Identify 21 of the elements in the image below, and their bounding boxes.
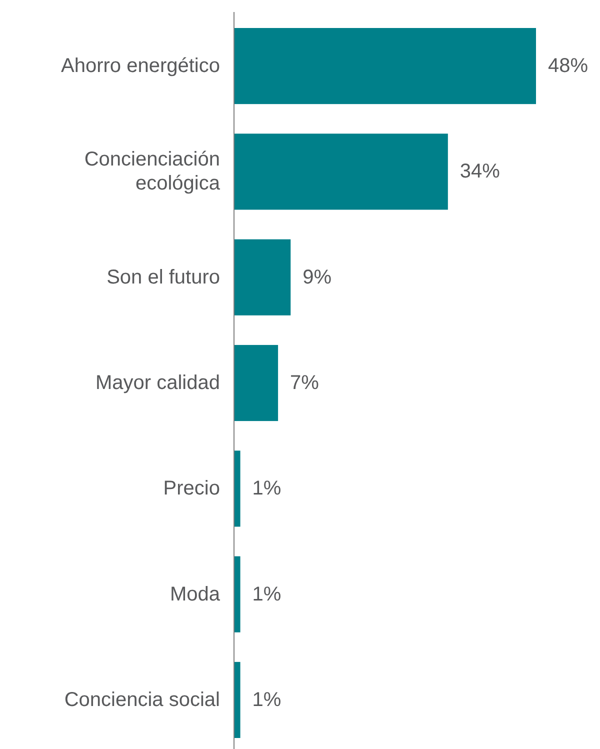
bar xyxy=(234,450,240,527)
bar xyxy=(234,239,291,316)
data-label: 34% xyxy=(460,160,500,183)
y-tick-label: Concienciación ecológica xyxy=(84,148,221,195)
data-label: 9% xyxy=(302,266,332,288)
data-label: 1% xyxy=(252,478,282,500)
y-tick-label: Mayor calidad xyxy=(95,372,220,394)
data-label: 7% xyxy=(290,372,320,394)
bar xyxy=(234,134,448,210)
bar xyxy=(234,556,240,632)
data-label: 48% xyxy=(548,55,588,78)
y-tick-label: Son el futuro xyxy=(106,266,220,288)
bar xyxy=(234,344,278,422)
y-tick-label: Conciencia social xyxy=(64,688,220,711)
bar xyxy=(234,662,240,738)
data-label: 1% xyxy=(252,688,282,711)
data-label: 1% xyxy=(252,583,282,606)
y-tick-label: Precio xyxy=(163,478,220,500)
bar xyxy=(234,28,536,104)
y-tick-label: Ahorro energético xyxy=(61,55,220,78)
y-tick-label: Moda xyxy=(170,583,221,606)
